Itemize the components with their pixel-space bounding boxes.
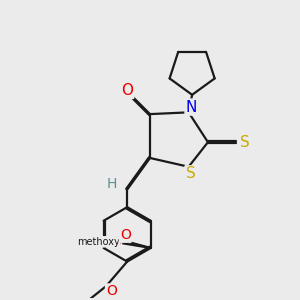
Text: O: O [121,83,133,98]
Text: O: O [120,228,131,242]
Text: H: H [106,177,117,191]
Text: S: S [240,135,250,150]
Text: methoxy: methoxy [77,237,119,247]
Text: N: N [186,100,197,115]
Text: O: O [110,235,121,249]
Text: S: S [185,166,195,181]
Text: O: O [106,284,117,298]
